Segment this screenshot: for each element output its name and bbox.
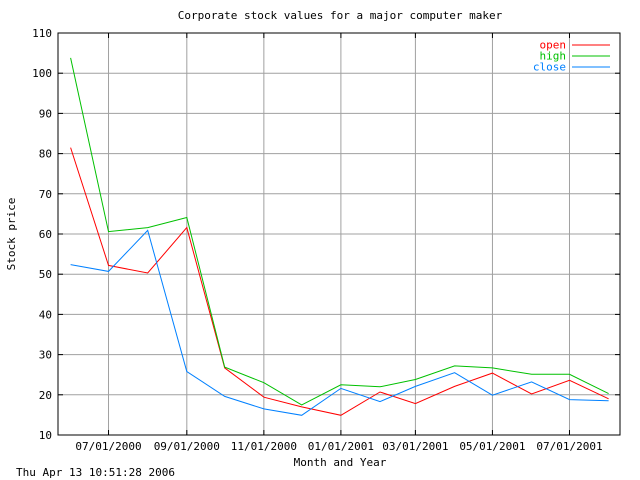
x-tick-label: 11/01/2000 (231, 440, 297, 453)
x-tick-label: 01/01/2001 (308, 440, 374, 453)
x-axis-label: Month and Year (294, 456, 387, 469)
y-tick-label: 110 (32, 27, 52, 40)
grid-lines (58, 33, 620, 435)
series-line-high (70, 57, 609, 406)
axis-ticks: 10 20 30 40 50 60 70 80 90 100 110 07/01/2000 09/01/… (32, 27, 620, 453)
x-tick-label: 09/01/2000 (154, 440, 220, 453)
y-tick-label: 20 (39, 389, 52, 402)
series-line-open (70, 147, 609, 416)
x-tick-label: 07/01/2001 (536, 440, 602, 453)
y-tick-label: 40 (39, 308, 52, 321)
chart-title: Corporate stock values for a major compu… (178, 9, 503, 22)
y-axis-label: Stock price (5, 198, 18, 271)
series-line-close (70, 229, 609, 416)
legend-label-open: open (540, 39, 567, 52)
y-tick-label: 70 (39, 188, 52, 201)
footer-timestamp: Thu Apr 13 10:51:28 2006 (16, 466, 175, 479)
y-tick-label: 30 (39, 349, 52, 362)
legend-label-high: high (540, 50, 567, 63)
y-tick-label: 60 (39, 228, 52, 241)
y-tick-label: 50 (39, 268, 52, 281)
y-tick-label: 10 (39, 429, 52, 442)
series-lines (70, 57, 609, 416)
x-tick-label: 03/01/2001 (382, 440, 448, 453)
y-tick-label: 100 (32, 67, 52, 80)
y-tick-label: 90 (39, 107, 52, 120)
legend-label-close: close (533, 61, 566, 74)
x-tick-label: 05/01/2001 (459, 440, 525, 453)
x-tick-label: 07/01/2000 (75, 440, 141, 453)
y-tick-label: 80 (39, 148, 52, 161)
